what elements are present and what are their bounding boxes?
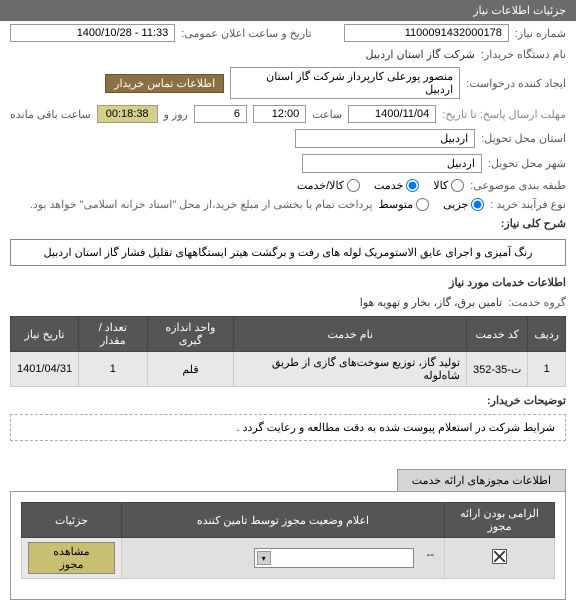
- field-deadline-date: 1400/11/04: [348, 105, 436, 123]
- label-service-group: گروه خدمت:: [508, 296, 566, 309]
- status-select[interactable]: ▾: [254, 548, 414, 568]
- label-announce: تاریخ و ساعت اعلان عمومی:: [181, 27, 311, 40]
- label-time: ساعت: [312, 108, 342, 121]
- row-classification: طبقه بندی موضوعی: کالا خدمت کالا/خدمت: [0, 176, 576, 195]
- row-buyer-notes: توضیحات خریدار:: [0, 391, 576, 410]
- th-unit: واحد اندازه گیری: [147, 317, 234, 352]
- radio-both[interactable]: کالا/خدمت: [297, 179, 360, 192]
- radio-small[interactable]: جزیی: [443, 198, 484, 211]
- field-creator: منصور پورعلی کارپرداز شرکت گاز استان ارد…: [230, 67, 460, 99]
- field-city: اردبیل: [302, 154, 482, 173]
- value-service-group: تامین برق، گاز، بخار و تهویه هوا: [360, 296, 502, 309]
- th-need-date: تاریخ نیاز: [11, 317, 79, 352]
- radio-medium[interactable]: متوسط: [379, 198, 430, 211]
- row-creator: ایجاد کننده درخواست: منصور پورعلی کارپرد…: [0, 64, 576, 102]
- row-desc-label: شرح کلی نیاز:: [0, 214, 576, 233]
- cell-name: تولید گاز، توزیع سوخت‌های گازی از طریق ش…: [234, 352, 467, 387]
- th-status: اعلام وضعیت مجوز توسط تامین کننده: [122, 503, 445, 538]
- radio-small-label: جزیی: [443, 198, 468, 211]
- license-panel: الزامی بودن ارائه مجوز اعلام وضعیت مجوز …: [10, 491, 566, 600]
- cell-qty: 1: [79, 352, 147, 387]
- services-table: ردیف کد خدمت نام خدمت واحد اندازه گیری ت…: [10, 316, 566, 387]
- label-process: نوع فرآیند خرید :: [490, 198, 566, 211]
- view-license-button[interactable]: مشاهده مجوز: [28, 542, 115, 574]
- radio-both-input[interactable]: [347, 179, 360, 192]
- th-details: جزئیات: [22, 503, 122, 538]
- cell-need-date: 1401/04/31: [11, 352, 79, 387]
- process-radios: جزیی متوسط: [379, 198, 485, 211]
- cell-details: مشاهده مجوز: [22, 538, 122, 579]
- value-buyer: شرکت گاز استان اردبیل: [366, 48, 475, 61]
- label-buyer-notes: توضیحات خریدار:: [487, 394, 566, 407]
- contact-buyer-button[interactable]: اطلاعات تماس خریدار: [105, 74, 224, 93]
- radio-service[interactable]: خدمت: [374, 179, 419, 192]
- row-deadline: مهلت ارسال پاسخ: تا تاریخ: 1400/11/04 سا…: [0, 102, 576, 126]
- cell-unit: قلم: [147, 352, 234, 387]
- radio-both-label: کالا/خدمت: [297, 179, 344, 192]
- row-province: استان محل تحویل: اردبیل: [0, 126, 576, 151]
- buyer-notes-box: شرایط شرکت در استعلام پیوست شده به دقت م…: [10, 414, 566, 441]
- radio-service-label: خدمت: [374, 179, 403, 192]
- th-row: ردیف: [528, 317, 566, 352]
- label-remaining: ساعت باقی مانده: [10, 108, 91, 121]
- remaining-time: 00:18:38: [97, 105, 158, 123]
- table-row: 1 ت-35-352 تولید گاز، توزیع سوخت‌های گاز…: [11, 352, 566, 387]
- cell-row: 1: [528, 352, 566, 387]
- radio-goods[interactable]: کالا: [433, 179, 464, 192]
- cell-status: -- ▾: [122, 538, 445, 579]
- license-row: -- ▾ مشاهده مجوز: [22, 538, 555, 579]
- field-province: اردبیل: [295, 129, 475, 148]
- row-buyer: نام دستگاه خریدار: شرکت گاز استان اردبیل: [0, 45, 576, 64]
- radio-small-input[interactable]: [471, 198, 484, 211]
- label-city: شهر محل تحویل:: [488, 157, 566, 170]
- radio-medium-input[interactable]: [416, 198, 429, 211]
- classification-radios: کالا خدمت کالا/خدمت: [297, 179, 464, 192]
- label-need-number: شماره نیاز:: [515, 27, 566, 40]
- license-table: الزامی بودن ارائه مجوز اعلام وضعیت مجوز …: [21, 502, 555, 579]
- label-province: استان محل تحویل:: [481, 132, 566, 145]
- label-creator: ایجاد کننده درخواست:: [466, 77, 566, 90]
- payment-note: پرداخت تمام یا بخشی از مبلغ خرید،از محل …: [30, 198, 373, 211]
- field-announce: 11:33 - 1400/10/28: [10, 24, 175, 42]
- th-code: کد خدمت: [467, 317, 528, 352]
- field-need-number: 1100091432000178: [344, 24, 509, 42]
- label-buyer: نام دستگاه خریدار:: [481, 48, 566, 61]
- th-mandatory: الزامی بودن ارائه مجوز: [445, 503, 555, 538]
- label-classification: طبقه بندی موضوعی:: [470, 179, 566, 192]
- license-tab[interactable]: اطلاعات مجوزهای ارائه خدمت: [397, 469, 566, 491]
- radio-medium-label: متوسط: [379, 198, 414, 211]
- row-city: شهر محل تحویل: اردبیل: [0, 151, 576, 176]
- label-days: روز و: [164, 108, 188, 121]
- label-deadline: مهلت ارسال پاسخ: تا تاریخ:: [442, 108, 566, 121]
- row-process: نوع فرآیند خرید : جزیی متوسط پرداخت تمام…: [0, 195, 576, 214]
- field-deadline-time: 12:00: [253, 105, 306, 123]
- radio-service-input[interactable]: [406, 179, 419, 192]
- radio-goods-label: کالا: [433, 179, 448, 192]
- status-placeholder: --: [427, 549, 434, 561]
- chevron-down-icon: ▾: [257, 551, 271, 565]
- label-desc: شرح کلی نیاز:: [501, 217, 566, 230]
- th-qty: تعداد / مقدار: [79, 317, 147, 352]
- cell-mandatory: [445, 538, 555, 579]
- radio-goods-input[interactable]: [451, 179, 464, 192]
- page-header: جزئیات اطلاعات نیاز: [0, 0, 576, 21]
- desc-box: رنگ آمیزی و اجرای عایق الاستومریک لوله ه…: [10, 239, 566, 266]
- field-days: 6: [194, 105, 247, 123]
- page-title: جزئیات اطلاعات نیاز: [473, 5, 566, 17]
- row-need-number: شماره نیاز: 1100091432000178 تاریخ و ساع…: [0, 21, 576, 45]
- row-service-group: گروه خدمت: تامین برق، گاز، بخار و تهویه …: [0, 293, 576, 312]
- th-name: نام خدمت: [234, 317, 467, 352]
- cell-code: ت-35-352: [467, 352, 528, 387]
- services-section-title: اطلاعات خدمات مورد نیاز: [0, 272, 576, 293]
